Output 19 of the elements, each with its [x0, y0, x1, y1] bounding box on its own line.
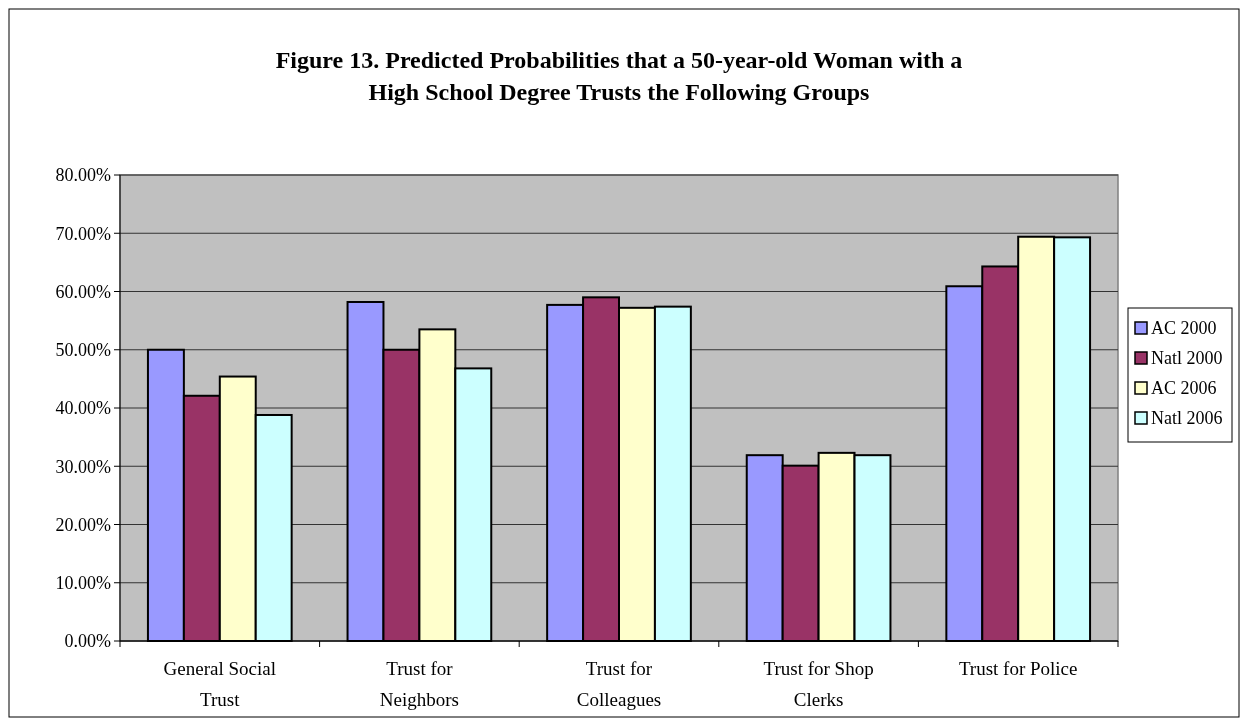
y-tick-label: 0.00%: [64, 631, 111, 652]
x-tick-label: General Social Trust: [163, 658, 276, 710]
y-tick-label: 20.00%: [55, 514, 111, 535]
legend-label: Natl 2006: [1151, 408, 1223, 429]
x-tick-label: Trust for Neighbors: [379, 658, 459, 710]
x-tick-label: Trust for Shop Clerks: [763, 658, 874, 710]
y-tick-label: 10.00%: [55, 573, 111, 594]
legend-label: AC 2000: [1151, 318, 1217, 339]
legend-label: Natl 2000: [1151, 348, 1223, 369]
y-tick-label: 80.00%: [55, 165, 111, 186]
x-tick-label: Trust for Colleagues: [576, 658, 662, 710]
legend-label: AC 2006: [1151, 378, 1217, 399]
y-tick-label: 40.00%: [55, 398, 111, 419]
y-tick-label: 70.00%: [55, 223, 111, 244]
y-tick-label: 60.00%: [55, 281, 111, 302]
x-tick-label: Trust for Police: [958, 658, 1078, 679]
y-tick-label: 30.00%: [55, 456, 111, 477]
y-tick-label: 50.00%: [55, 340, 111, 361]
chart-title: Figure 13. Predicted Probabilities that a 50-year-old Woman with a High School Degree Trusts the Following Groups: [275, 47, 963, 105]
